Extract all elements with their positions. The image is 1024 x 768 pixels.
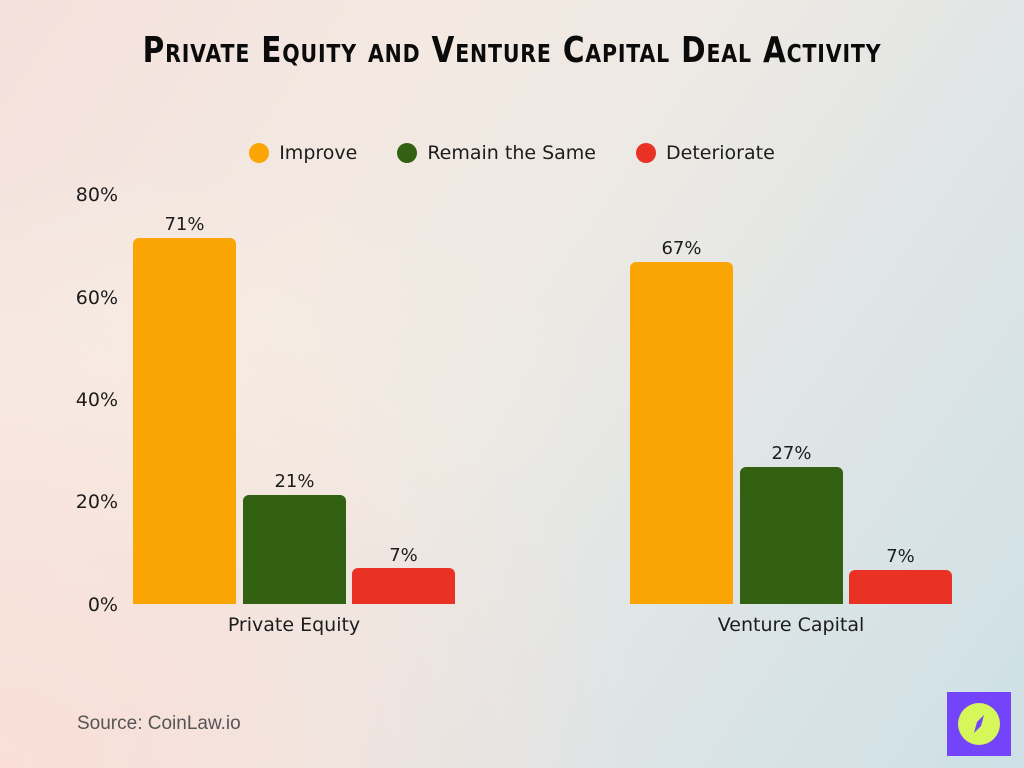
bar-remain (740, 467, 843, 604)
compass-needle-icon (974, 715, 984, 733)
y-tick: 40% (75, 389, 118, 411)
bar-improve (133, 238, 236, 604)
compass-icon (958, 703, 1000, 745)
legend-item-remain: Remain the Same (397, 142, 596, 164)
legend-item-deteriorate: Deteriorate (636, 142, 775, 164)
legend-label: Improve (279, 142, 358, 164)
chart-title: Private Equity and Venture Capital Deal … (142, 30, 882, 71)
bar-value-label: 67% (661, 238, 702, 259)
bar-deteriorate (352, 568, 455, 604)
bar-value-label: 27% (771, 443, 812, 464)
bar-remain (243, 495, 346, 604)
bar-improve (630, 262, 733, 604)
legend-label: Deteriorate (666, 142, 775, 164)
y-tick: 0% (87, 594, 118, 616)
bar-deteriorate (849, 570, 952, 604)
y-tick: 60% (75, 287, 118, 309)
legend: Improve Remain the Same Deteriorate (0, 142, 1024, 164)
source-note: Source: CoinLaw.io (77, 713, 241, 734)
y-tick: 20% (75, 491, 118, 513)
legend-item-improve: Improve (249, 142, 357, 164)
brand-logo (947, 692, 1011, 756)
bar-value-label: 7% (886, 546, 915, 567)
bar-value-label: 7% (389, 545, 418, 566)
category-label: Venture Capital (717, 614, 865, 636)
category-label: Private Equity (227, 614, 361, 636)
legend-dot-remain (397, 143, 418, 163)
y-tick: 80% (75, 184, 118, 206)
bar-value-label: 71% (164, 214, 205, 235)
legend-dot-improve (249, 143, 270, 163)
bar-value-label: 21% (274, 471, 315, 492)
legend-dot-deteriorate (636, 143, 656, 163)
legend-label: Remain the Same (427, 142, 596, 164)
